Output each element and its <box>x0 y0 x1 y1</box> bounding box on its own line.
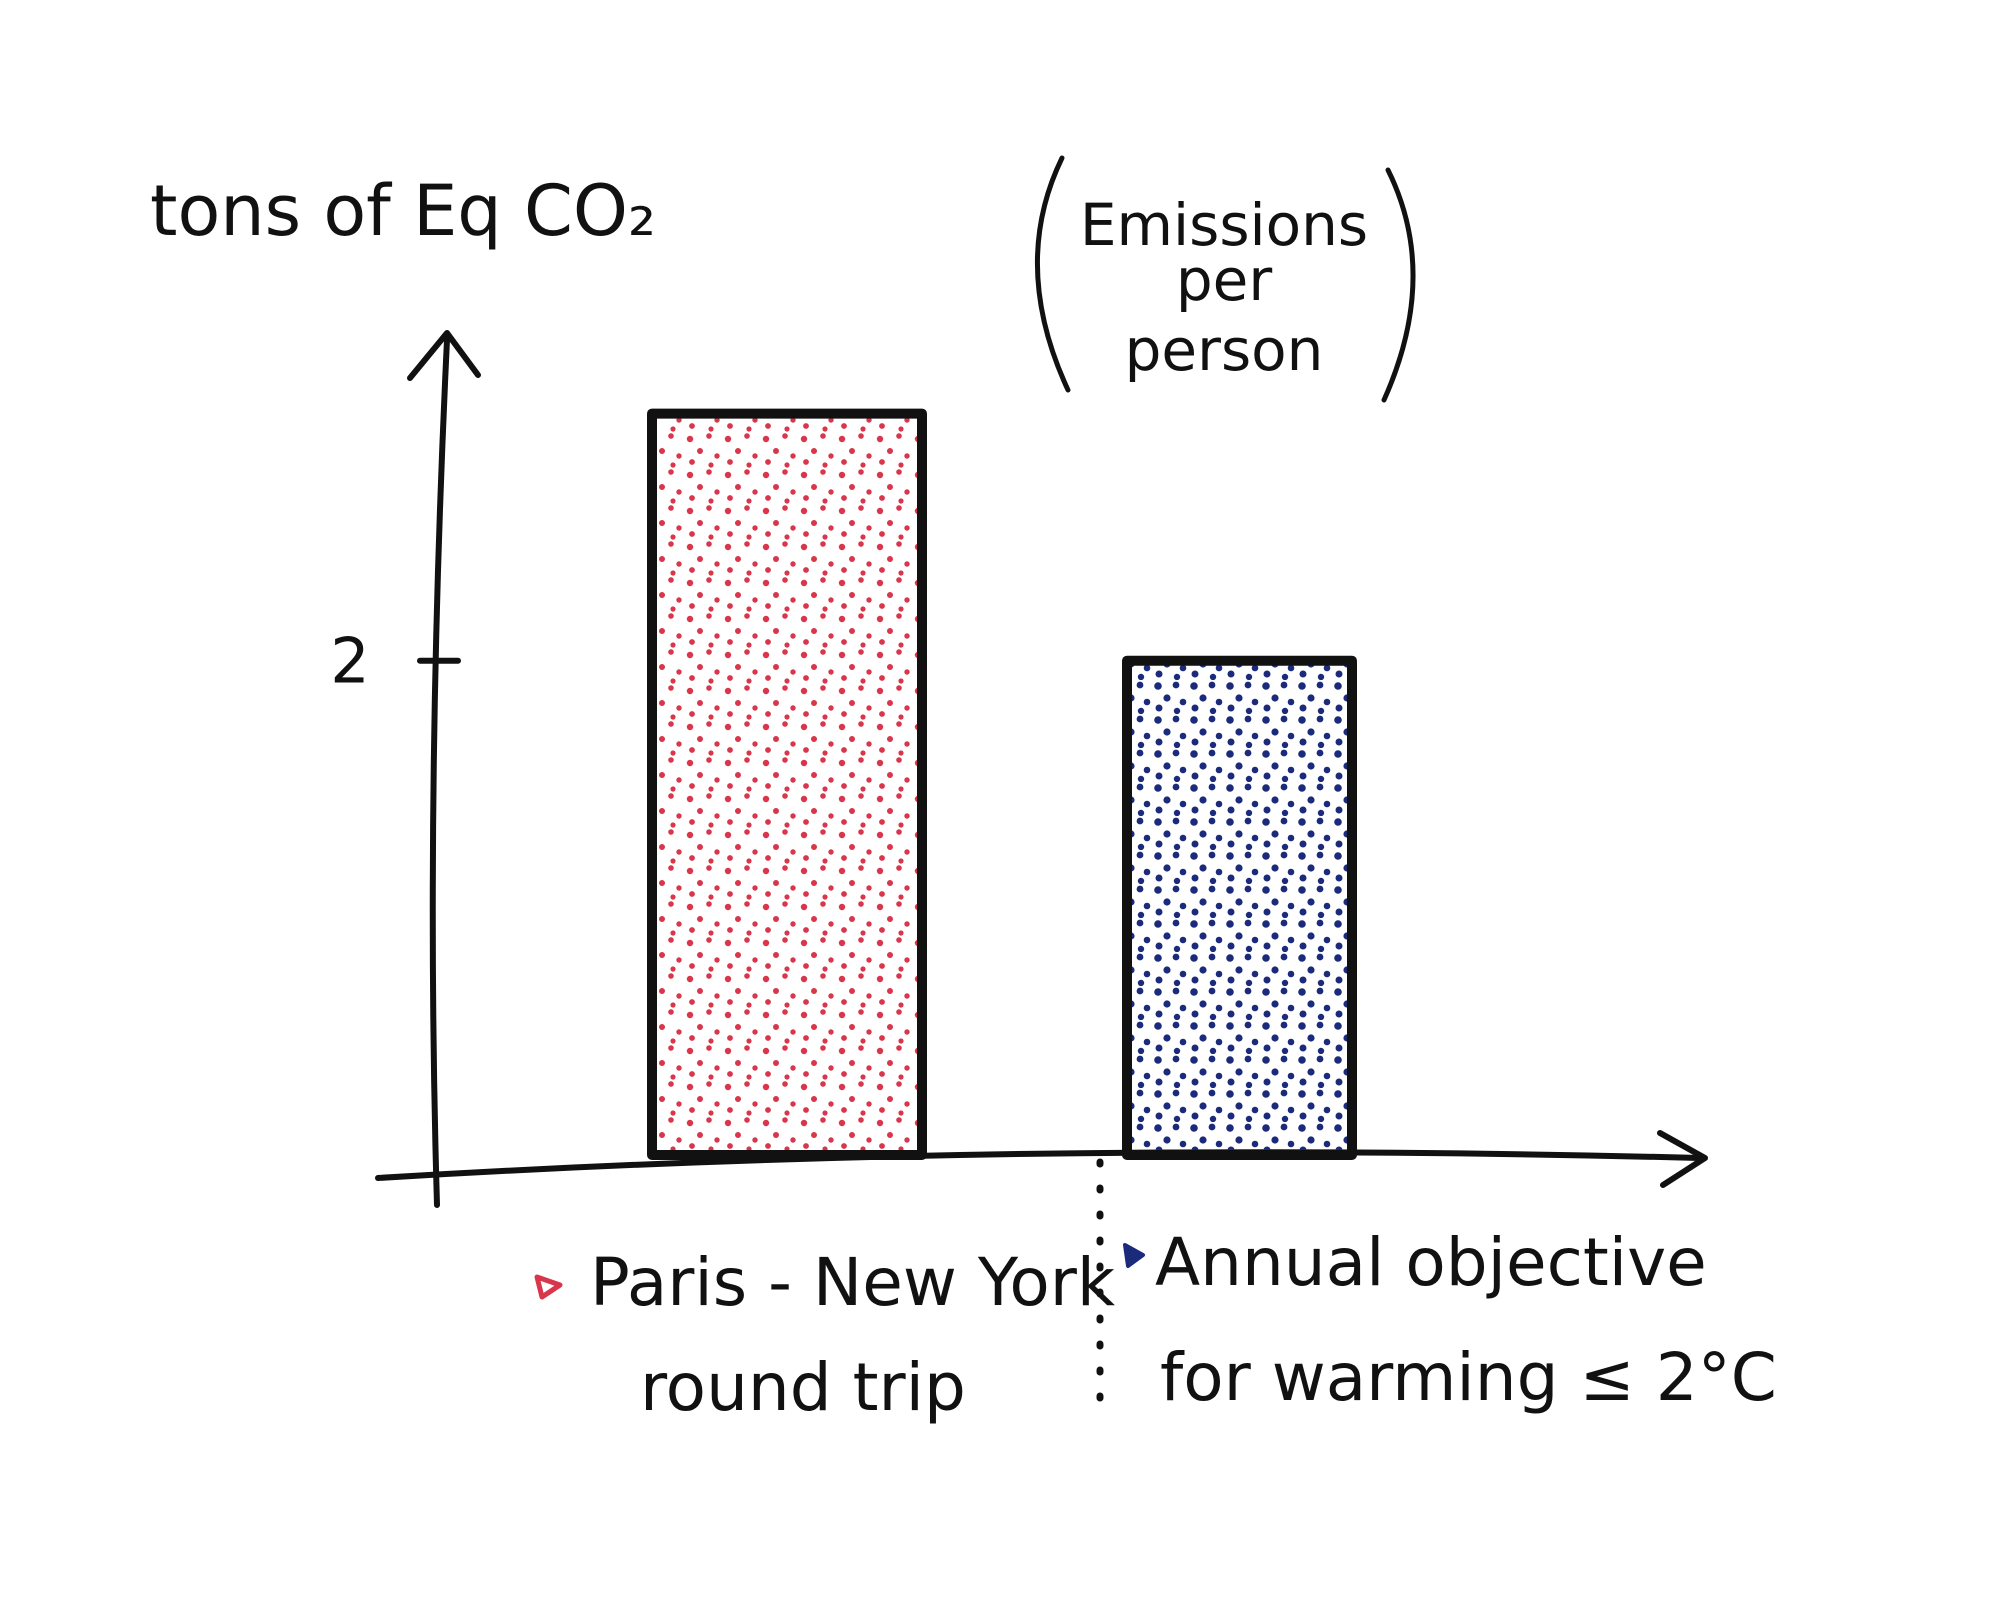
category-label-line-2: for warming ≤ 2°C <box>1160 1339 1777 1416</box>
bar-0 <box>647 408 927 1161</box>
y-tick-label: 2 <box>330 625 369 698</box>
red-bullet <box>534 1274 563 1300</box>
category-label-line-1: Annual objective <box>1155 1224 1707 1301</box>
blue-bullet <box>1123 1243 1145 1268</box>
y-axis-label: tons of Eq CO₂ <box>150 170 656 252</box>
category-label-0: Paris - New York round trip <box>534 1244 1116 1426</box>
right-bracket <box>1381 167 1416 403</box>
bars <box>647 408 1357 1161</box>
y-axis-arrowhead <box>407 330 481 381</box>
category-label-1: Annual objective for warming ≤ 2°C <box>1123 1224 1777 1416</box>
y-axis-line <box>429 337 450 1208</box>
x-axis-arrowhead <box>1657 1130 1708 1188</box>
axes <box>375 330 1708 1208</box>
category-label-line-2: round trip <box>640 1349 966 1426</box>
x-axis-line <box>375 1149 1703 1181</box>
annotation-line-2: per <box>1176 246 1273 314</box>
annotation-emissions-per-person: Emissions per person <box>1035 155 1416 403</box>
bar-1 <box>1122 655 1357 1160</box>
y-tick-group: 2 <box>330 625 461 698</box>
annotation-line-1: Emissions <box>1080 191 1368 259</box>
category-label-line-1: Paris - New York <box>590 1244 1116 1321</box>
left-bracket <box>1035 155 1071 393</box>
annotation-line-3: person <box>1125 316 1324 384</box>
